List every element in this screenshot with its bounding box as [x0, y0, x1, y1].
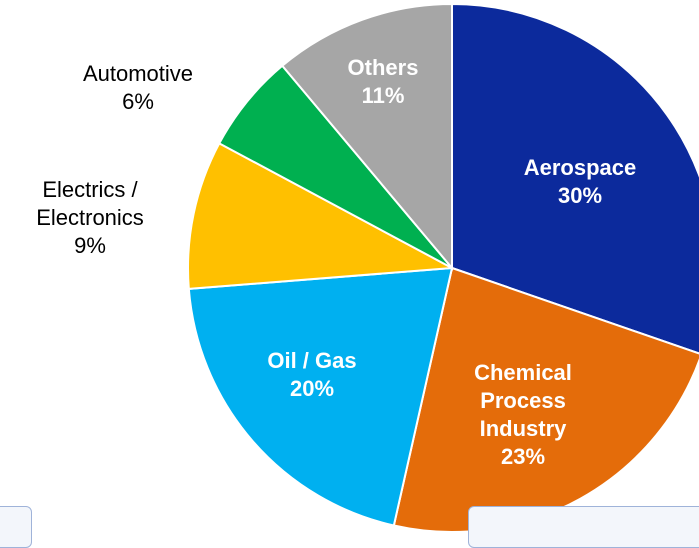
value-label: 20% — [289, 376, 335, 401]
panel-edge — [468, 506, 699, 548]
category-label: Electrics / Electronics — [36, 177, 144, 230]
value-label: 9% — [74, 233, 106, 258]
slice-label: Automotive 6% — [58, 60, 218, 116]
value-label: 23% — [500, 444, 546, 469]
slice-label: Others 11% — [323, 54, 443, 110]
category-label: Chemical Process Industry — [474, 360, 572, 441]
slice-label: Aerospace 30% — [500, 154, 660, 210]
category-label: Oil / Gas — [267, 348, 357, 373]
pie-slice — [187, 141, 456, 290]
value-label: 30% — [557, 183, 603, 208]
panel-edge — [0, 506, 32, 548]
chart — [187, 2, 699, 533]
category-label: Aerospace — [523, 155, 637, 180]
slice-label: Oil / Gas 20% — [237, 347, 387, 403]
slice-label: Electrics / Electronics 9% — [15, 176, 165, 260]
value-label: 11% — [361, 83, 405, 108]
pie-slice — [392, 266, 699, 533]
value-label: 6% — [122, 89, 154, 114]
pie-slice — [451, 2, 699, 355]
pie-slice — [187, 266, 454, 527]
pie-slice — [280, 2, 453, 271]
category-label: Others — [347, 55, 419, 80]
slice-label: Chemical Process Industry 23% — [448, 359, 598, 471]
category-label: Automotive — [82, 61, 194, 86]
